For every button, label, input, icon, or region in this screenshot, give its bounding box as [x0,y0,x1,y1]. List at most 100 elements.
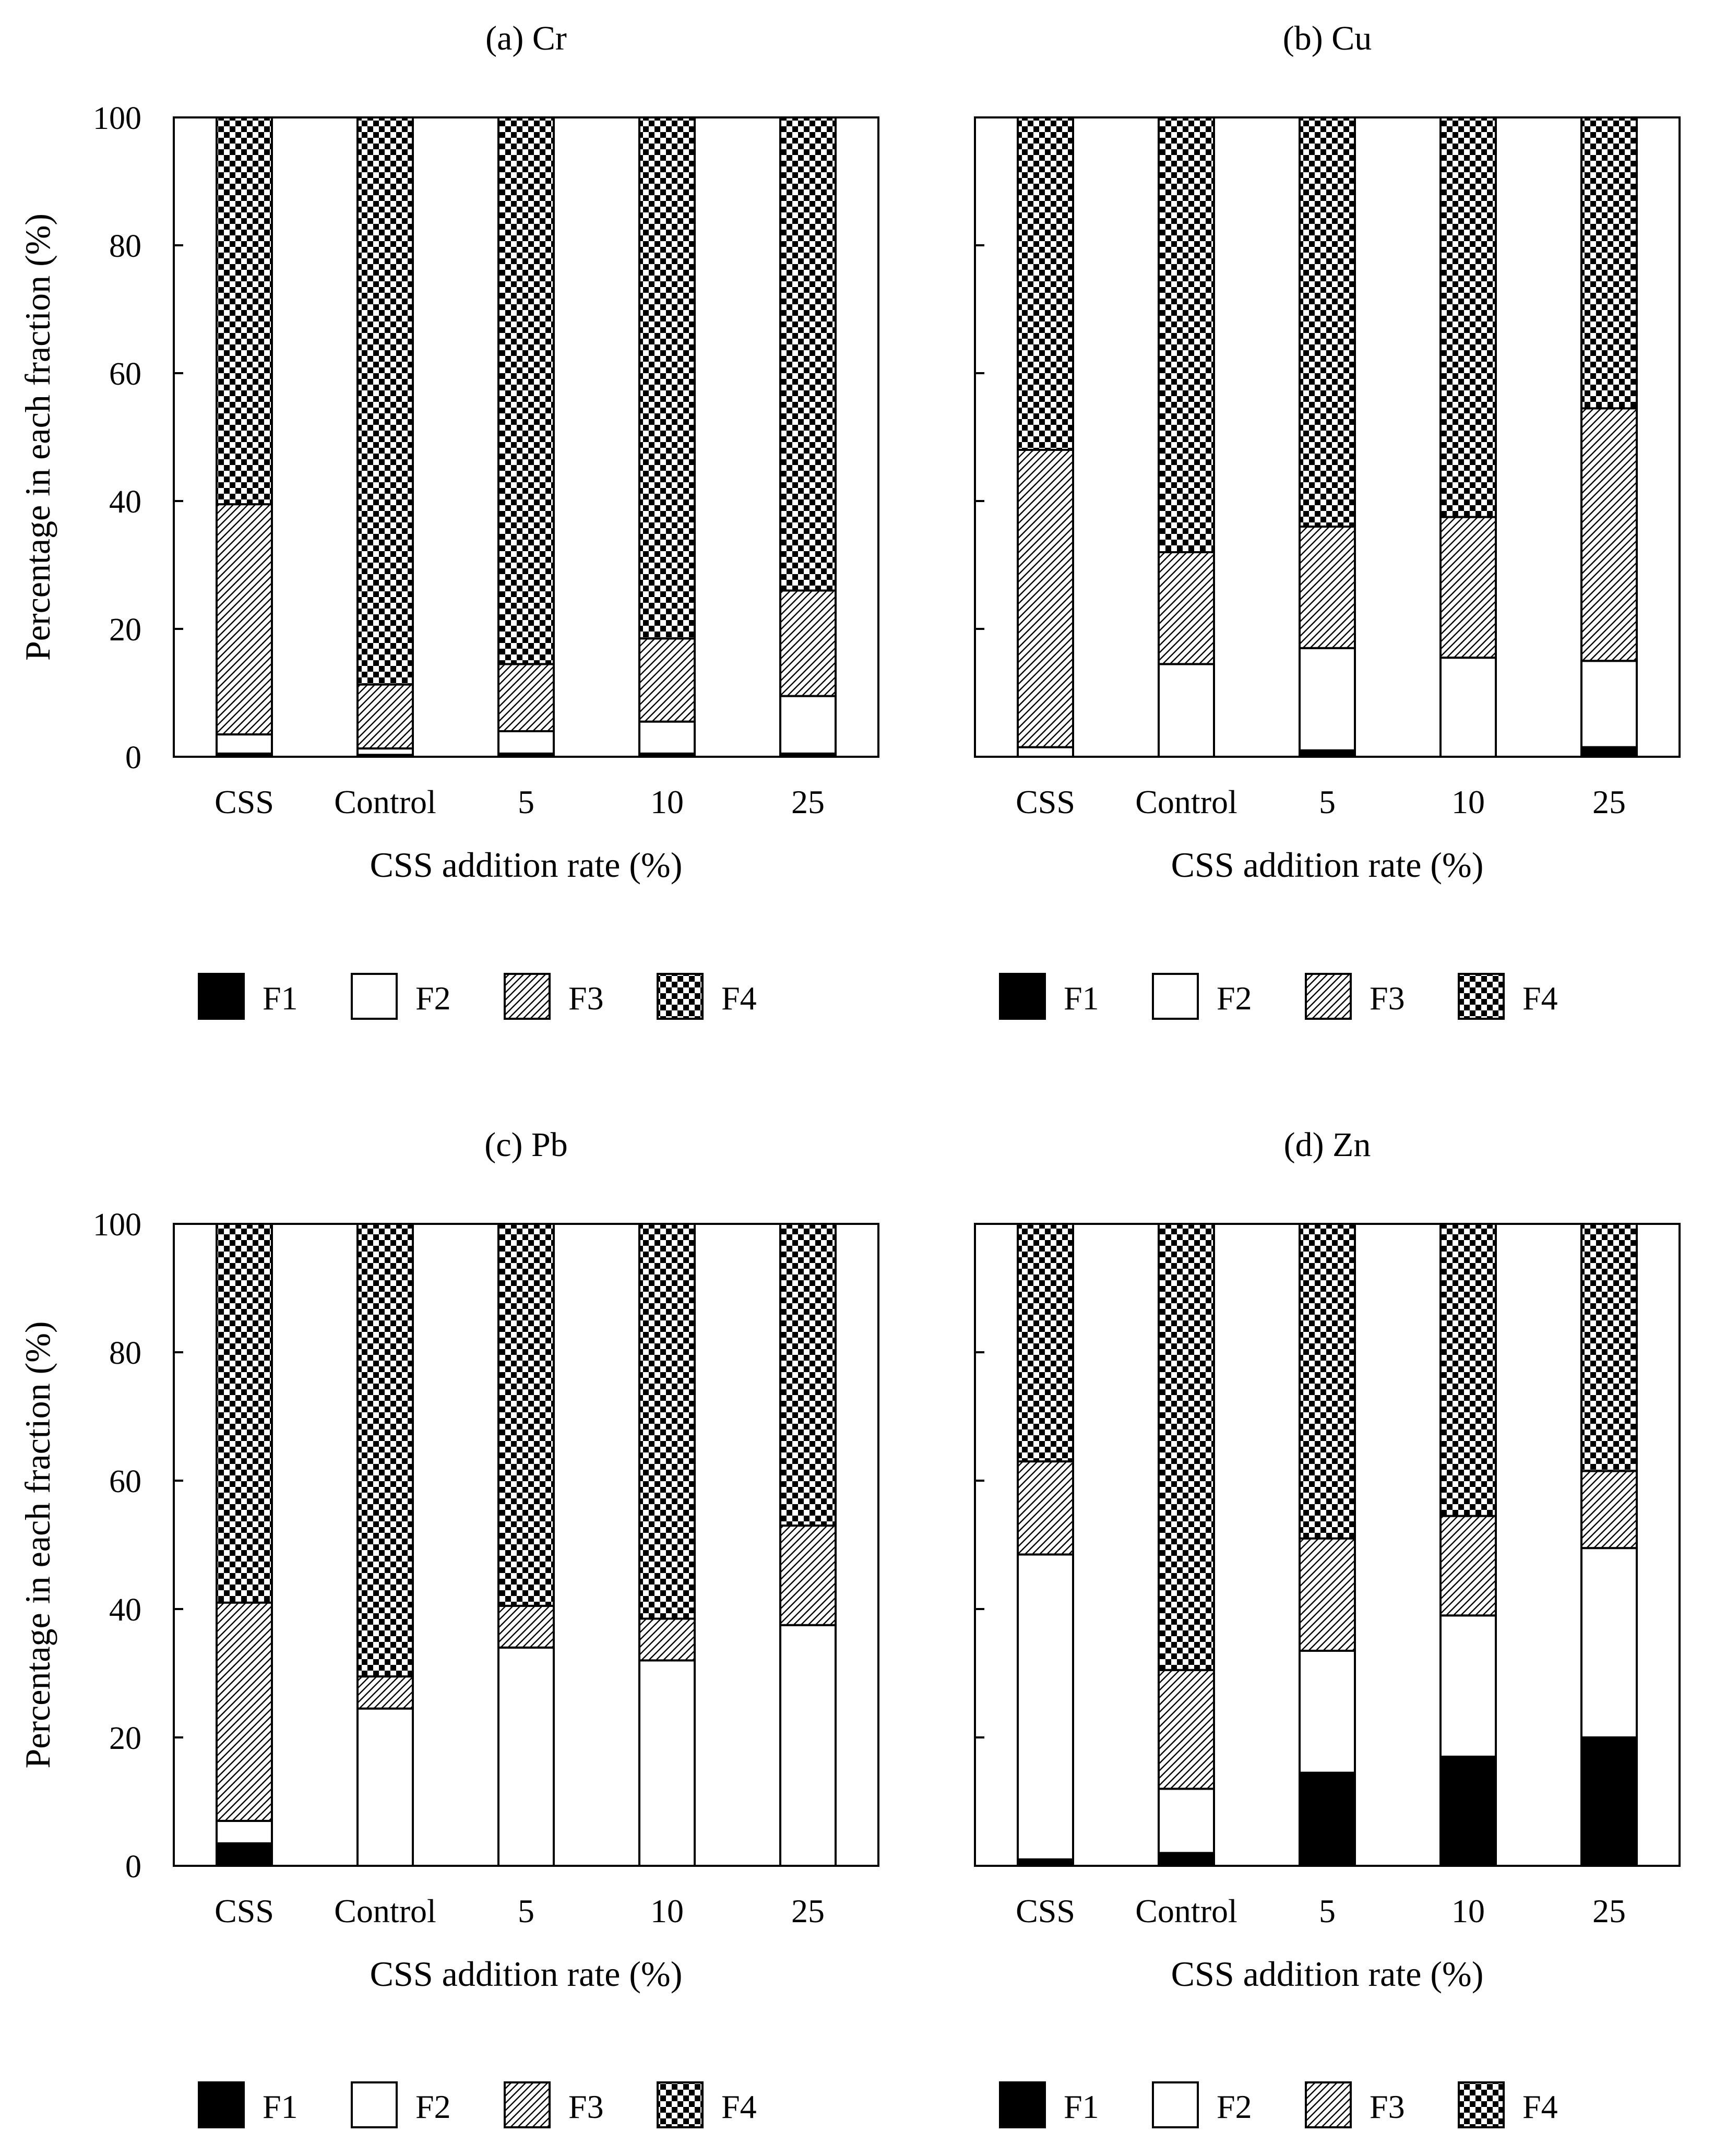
legend-label-f3: F3 [1370,2088,1405,2125]
bar-f4-10 [1439,116,1497,518]
x-tick-label: 25 [1592,783,1626,820]
legend-label-f2: F2 [415,980,451,1017]
legend-label-f3: F3 [568,2088,604,2125]
x-tick-label: CSS [1016,783,1075,820]
bar-f4-10 [638,116,696,640]
chart-title: (b) Cu [1283,19,1372,57]
bar-f4-control [1158,116,1215,553]
x-tick-label: 5 [1319,783,1336,820]
bar-f4-25 [779,1223,837,1527]
legend-label-f4: F4 [1522,2088,1558,2125]
bar-f2-css [1017,1553,1074,1861]
legend-label-f1: F1 [1064,2088,1099,2125]
bar-f2-10 [1439,1614,1497,1758]
x-tick-label: CSS [215,783,274,820]
x-tick-label: 10 [1451,783,1485,820]
bar-f3-10 [638,637,696,723]
bar-f3-control [1158,1669,1215,1790]
bar-f2-10 [638,1659,696,1867]
plot-frame [974,116,1681,758]
legend-swatch-f3 [1305,2081,1352,2128]
chart-title: (a) Cr [485,19,567,57]
bar-f2-css [216,733,273,755]
bar-f3-control [356,683,414,750]
bar-f3-10 [1439,516,1497,659]
bar-f1-5 [1299,1771,1356,1867]
chart-panel-3: (c) Pb CSS Control 5 10 25 0 20 40 60 80 100 CSS add… [18,1126,879,2128]
y-tick-label: 40 [109,484,141,520]
y-tick-label: 20 [109,1721,141,1756]
chart-title: (d) Zn [1284,1126,1371,1164]
bar-f3-5 [497,663,555,732]
bar-f3-css [216,503,273,736]
y-tick-label: 0 [125,740,141,776]
legend-swatch-f4 [1458,2081,1505,2128]
legend-swatch-f4 [657,973,704,1020]
y-tick-label: 80 [109,1336,141,1371]
bar-f2-control [1158,1788,1215,1854]
bar-f4-25 [1580,116,1638,410]
bar-f3-25 [779,1524,837,1626]
x-axis-label: CSS addition rate (%) [1171,1954,1484,1994]
bar-f2-css [216,1819,273,1844]
y-tick-label: 60 [109,356,141,392]
x-tick-label: Control [334,783,436,820]
bar-f3-25 [779,589,837,697]
legend-swatch-f2 [351,2081,398,2128]
legend-swatch-f2 [1152,973,1199,1020]
bar-f4-10 [1439,1223,1497,1517]
chart-title: (c) Pb [484,1126,567,1164]
bar-f2-control [1158,663,1215,758]
bar-f3-10 [638,1617,696,1662]
chart-panel-2: (b) Cu CSS Control 5 10 25 CSS addition rate (… [974,19,1681,1020]
legend-swatch-f3 [504,973,551,1020]
x-tick-label: 5 [518,783,534,820]
bar-f1-css [216,1842,273,1867]
plot-frame [173,1223,879,1867]
bar-f2-25 [1580,660,1638,748]
bar-f2-10 [1439,657,1497,758]
legend-label-f4: F4 [721,2088,757,2125]
y-tick-label: 0 [125,1849,141,1885]
legend-label-f1: F1 [263,2088,298,2125]
x-axis-label: CSS addition rate (%) [370,1954,683,1994]
bar-f3-10 [1439,1515,1497,1617]
legend-label-f1: F1 [1064,980,1099,1017]
bar-f2-25 [779,695,837,755]
x-tick-label: CSS [215,1892,274,1929]
bar-f4-25 [1580,1223,1638,1472]
bar-f4-css [216,1223,273,1604]
bar-f2-25 [779,1624,837,1867]
legend-label-f4: F4 [1522,980,1558,1017]
y-axis-label: Percentage in each fraction (%) [18,213,57,661]
bar-f2-5 [497,1646,555,1867]
x-tick-label: 5 [1319,1892,1336,1929]
legend-label-f3: F3 [1370,980,1405,1017]
y-tick-label: 20 [109,612,141,648]
bar-f2-5 [1299,1649,1356,1774]
y-tick-label: 80 [109,229,141,264]
y-tick-label: 100 [93,1207,141,1243]
bar-f1-10 [1439,1755,1497,1867]
bar-f4-control [356,116,414,686]
bar-f3-css [1017,449,1074,748]
x-tick-label: 10 [650,783,684,820]
x-axis-label: CSS addition rate (%) [370,845,683,885]
bar-f3-5 [1299,1537,1356,1652]
x-tick-label: Control [334,1892,436,1929]
plot-frame [173,116,879,758]
x-tick-label: 25 [1592,1892,1626,1929]
x-tick-label: 25 [791,783,825,820]
bar-f3-25 [1580,407,1638,662]
chart-panel-4: (d) Zn CSS Control 5 10 25 CSS addition rate (… [974,1126,1681,2128]
legend: F1 F2 F3 F4 [198,2081,757,2128]
bar-f4-control [1158,1223,1215,1671]
y-tick-label: 60 [109,1464,141,1499]
legend-swatch-f4 [1458,973,1505,1020]
bar-f2-10 [638,720,696,755]
x-axis-label: CSS addition rate (%) [1171,845,1484,885]
legend-swatch-f1 [999,973,1046,1020]
legend-label-f3: F3 [568,980,604,1017]
bar-f4-5 [497,1223,555,1607]
legend-swatch-f1 [999,2081,1046,2128]
